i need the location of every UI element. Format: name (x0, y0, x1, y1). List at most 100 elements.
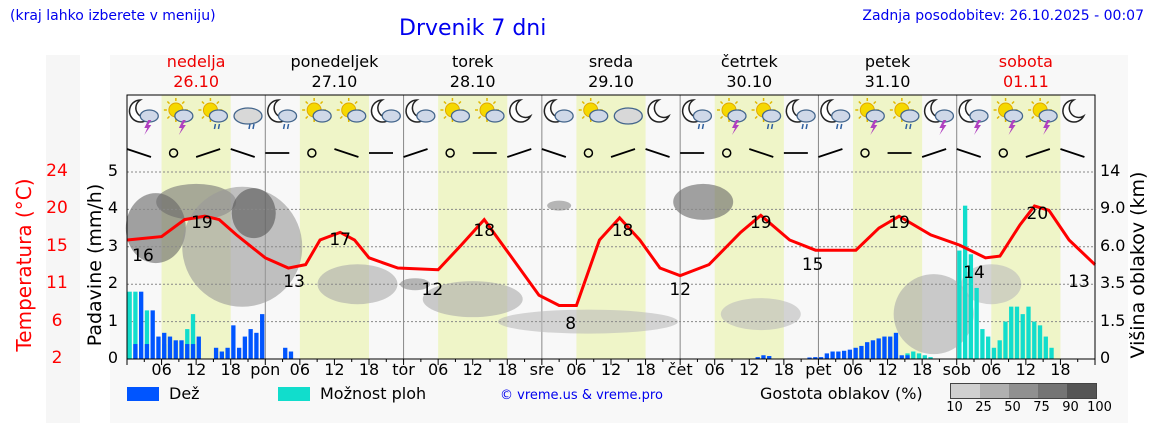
weather-sun-cloud-icon (578, 98, 609, 123)
temp-axis-title: Temperatura (°C) (12, 178, 36, 352)
weather-moon-rain-icon (820, 99, 851, 130)
wind-barb-icon (956, 148, 981, 158)
sun-ray-icon (858, 115, 862, 120)
hour-tick-label: 18 (1050, 360, 1071, 379)
weather-sun-cloud-icon (440, 98, 471, 123)
rain-bar (260, 314, 265, 359)
wind-barb-icon (921, 148, 947, 158)
shower-bar (911, 351, 916, 359)
weather-sun-storm-icon (993, 98, 1024, 135)
daylight-band (299, 95, 369, 359)
rain-bar (179, 340, 184, 359)
hour-tick-label: 06 (704, 360, 725, 379)
shower-bar (962, 205, 968, 359)
rain-drop-icon (909, 123, 912, 130)
sun-ray-icon (996, 100, 1000, 105)
cloud-density-swatch (1009, 384, 1038, 398)
hour-tick-label: 18 (911, 360, 933, 379)
day-date: 27.10 (311, 72, 358, 91)
lightning-icon (939, 120, 947, 135)
sun-ray-icon (719, 115, 724, 120)
day-name: četrtek (720, 52, 778, 71)
legend-shower-label: Možnost ploh (320, 384, 427, 403)
sun-ray-icon (216, 100, 220, 105)
rain-bar (841, 350, 847, 359)
sun-ray-icon (734, 100, 739, 105)
sun-ray-icon (873, 100, 877, 105)
rain-drop-icon (286, 123, 290, 130)
precip-tick-label: 5 (107, 161, 118, 180)
cloud-icon (796, 109, 816, 123)
lightning-icon (1008, 120, 1016, 135)
weather-sun-cloud-icon (302, 98, 332, 123)
rain-drop-icon (252, 123, 255, 130)
day-short-label: tor (392, 360, 415, 379)
hour-tick-label: 18 (773, 360, 795, 379)
temp-value-label: 16 (132, 246, 154, 266)
legend-rain-label: Dež (169, 384, 200, 403)
cloud-icon (277, 109, 298, 123)
rain-bar (225, 347, 230, 359)
precip-tick-label: 2 (107, 273, 118, 293)
rain-bar (213, 347, 219, 359)
sun-ray-icon (305, 100, 309, 105)
rain-bar (133, 344, 138, 359)
cloud-icon (589, 109, 609, 123)
cloud-height-tick-label: 1.5 (1100, 310, 1126, 330)
sun-ray-icon (443, 100, 447, 105)
hour-tick-label: 06 (566, 360, 587, 379)
day-short-label: sob (942, 360, 971, 379)
rain-drop-icon (248, 123, 251, 130)
rain-bar (156, 336, 161, 359)
copyright-link[interactable]: © vreme.us & vreme.pro (500, 388, 663, 403)
rain-drop-icon (905, 123, 908, 130)
wind-calm-icon (721, 148, 732, 158)
day-short-label: pon (250, 360, 281, 379)
temp-tick-label: 11 (46, 273, 68, 294)
day-date: 26.10 (173, 72, 220, 91)
weather-moon-cloud-icon (405, 99, 436, 123)
rain-bar (853, 347, 858, 359)
shower-bar (1014, 306, 1020, 359)
page-title: Drvenik 7 dni (399, 16, 547, 41)
rain-drop-icon (701, 123, 705, 130)
rain-drop-icon (766, 123, 770, 130)
sun-ray-icon (354, 100, 358, 105)
day-short-label: sre (529, 360, 555, 379)
sun-ray-icon (581, 115, 585, 120)
cloud-icon (831, 109, 851, 123)
rain-bar (876, 338, 881, 359)
region-hint-link[interactable]: (kraj lahko izberete v meniju) (10, 8, 216, 24)
day-name: sreda (588, 52, 634, 71)
rain-bar (236, 347, 242, 359)
weather-moon-rain-icon (785, 99, 816, 130)
shower-bar (1026, 306, 1031, 359)
precip-tick-label: 3 (107, 235, 118, 255)
sun-ray-icon (305, 115, 309, 120)
shower-bar (957, 250, 962, 359)
cloud-density-blob (720, 298, 801, 331)
day-short-label: pet (805, 360, 832, 379)
rain-bar (150, 310, 155, 359)
temp-value-label: 18 (473, 221, 496, 241)
rain-bar (231, 325, 236, 359)
sun-ray-icon (166, 115, 171, 120)
wind-barb-icon (749, 148, 774, 158)
moon-icon (647, 99, 671, 123)
cloud-density-scale (950, 383, 1097, 399)
sun-ray-icon (596, 100, 600, 105)
sun-ray-icon (201, 115, 205, 120)
rain-bar (144, 344, 150, 359)
rain-bar (242, 336, 248, 359)
sun-ray-icon (458, 100, 462, 105)
legend-rain-swatch (127, 387, 159, 401)
wind-barb-icon (541, 148, 567, 158)
hour-tick-label: 06 (981, 360, 1002, 379)
daylight-band (991, 95, 1061, 359)
sun-ray-icon (754, 115, 758, 120)
weather-sun-storm-icon (163, 98, 194, 135)
shower-bar (991, 347, 997, 359)
wind-barb-icon (818, 148, 843, 158)
rain-bar (288, 351, 294, 359)
